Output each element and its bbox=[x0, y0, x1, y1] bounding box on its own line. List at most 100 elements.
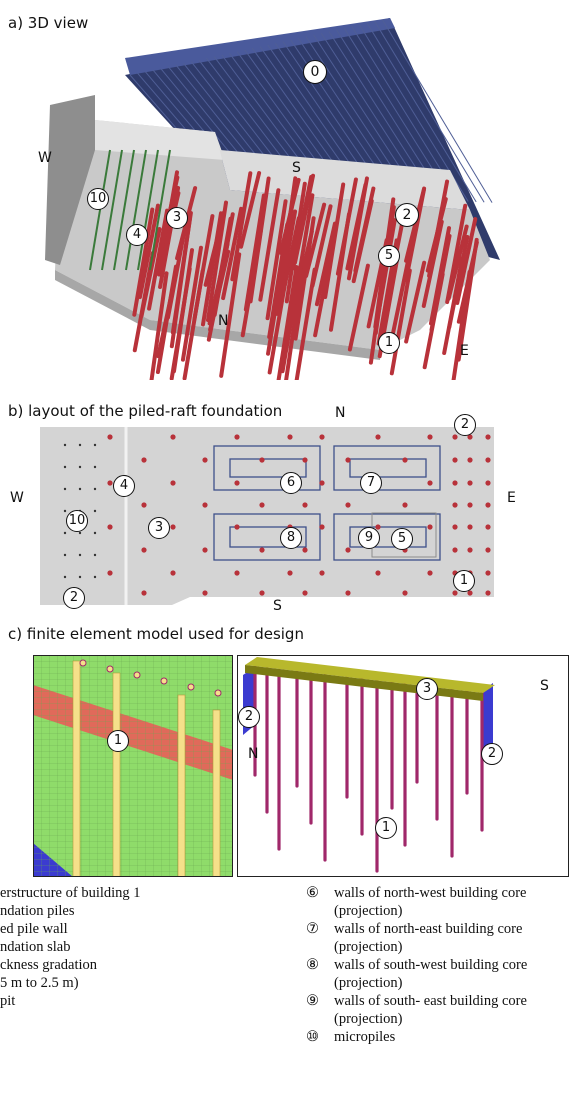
panel-a-3d-view bbox=[45, 18, 500, 380]
pile bbox=[404, 260, 427, 344]
pile-dot bbox=[259, 502, 265, 508]
pile-dot bbox=[345, 502, 351, 508]
legend-symbol: ⑧ bbox=[306, 957, 319, 973]
micropile-dot bbox=[93, 531, 97, 535]
pile bbox=[171, 248, 194, 374]
pile-dot bbox=[234, 524, 240, 530]
pile-dot bbox=[452, 480, 458, 486]
pile bbox=[292, 193, 315, 305]
pile-dot bbox=[302, 502, 308, 508]
pile-dot bbox=[107, 480, 113, 486]
micropile-dot bbox=[93, 443, 97, 447]
pile bbox=[212, 212, 235, 317]
pile-dot bbox=[467, 480, 473, 486]
pile-dot bbox=[259, 547, 265, 553]
fe-pile bbox=[177, 694, 186, 877]
pile bbox=[347, 263, 370, 352]
pile-dot bbox=[485, 502, 491, 508]
legend-text: walls of north-west building core bbox=[334, 885, 527, 901]
panel-b-marker-2-top: 2 bbox=[454, 414, 476, 436]
pile bbox=[182, 269, 205, 380]
legend-left-item: ndation piles bbox=[0, 903, 75, 919]
pile bbox=[258, 188, 281, 302]
panel-b-marker-7: 7 bbox=[360, 472, 382, 494]
legend-left: erstructure of building 1 ndation piles … bbox=[0, 884, 141, 1010]
pile bbox=[265, 199, 288, 321]
micropile-dot bbox=[78, 443, 82, 447]
micropile bbox=[101, 149, 123, 271]
pile-dot bbox=[141, 590, 147, 596]
panel-b-marker-8: 8 bbox=[280, 527, 302, 549]
pile-dot bbox=[107, 434, 113, 440]
micropile-dot bbox=[63, 575, 67, 579]
pile-dot bbox=[202, 590, 208, 596]
panel-c-right-marker-2-right: 2 bbox=[481, 743, 503, 765]
fe-pile-head bbox=[106, 665, 114, 673]
pile bbox=[293, 216, 316, 341]
panel-c-right-marker-3: 3 bbox=[416, 678, 438, 700]
pile bbox=[291, 175, 314, 271]
pile-dot bbox=[375, 434, 381, 440]
pile bbox=[455, 217, 478, 305]
panel-a-marker-10: 10 bbox=[87, 188, 109, 210]
panel-b-dir-s: S bbox=[273, 598, 282, 614]
legend-text: walls of north-east building core bbox=[334, 921, 523, 937]
pile bbox=[284, 274, 304, 380]
pile-dot bbox=[452, 590, 458, 596]
legend-item: ⑨ walls of south- east building core bbox=[306, 992, 527, 1010]
pile bbox=[239, 171, 262, 249]
panel-a-marker-2: 2 bbox=[395, 203, 419, 227]
panel-b-marker-6: 6 bbox=[280, 472, 302, 494]
legend-sub: (projection) bbox=[334, 939, 403, 955]
pile-dot bbox=[485, 434, 491, 440]
fe-pile-head bbox=[214, 689, 222, 697]
pile bbox=[447, 235, 470, 330]
fe-pile-head bbox=[133, 671, 141, 679]
pile-dot bbox=[319, 434, 325, 440]
pile-dot bbox=[345, 590, 351, 596]
panel-b-marker-1: 1 bbox=[453, 570, 475, 592]
micropile-dot bbox=[93, 553, 97, 557]
pile bbox=[219, 252, 242, 378]
pile-dot bbox=[302, 457, 308, 463]
pile-dot bbox=[427, 434, 433, 440]
panel-a-marker-4: 4 bbox=[126, 224, 148, 246]
micropile-dot bbox=[78, 465, 82, 469]
panel-b-marker-5: 5 bbox=[391, 528, 413, 550]
pile-dot bbox=[302, 590, 308, 596]
legend-text: walls of south-west building core bbox=[334, 957, 528, 973]
pile-dot bbox=[170, 480, 176, 486]
pile-dot bbox=[234, 570, 240, 576]
pile-dot bbox=[402, 590, 408, 596]
legend-right: ⑥ walls of north-west building core (proj… bbox=[306, 884, 527, 1046]
pile bbox=[180, 245, 203, 362]
pile bbox=[323, 182, 346, 300]
legend-item: ⑧ walls of south-west building core bbox=[306, 956, 527, 974]
micropile-dot bbox=[63, 531, 67, 535]
legend-sub: (projection) bbox=[334, 975, 403, 991]
pile-dot bbox=[287, 570, 293, 576]
panel-b-dir-w: W bbox=[10, 490, 24, 506]
micropile-dot bbox=[93, 465, 97, 469]
panel-c-fe-model-right bbox=[237, 655, 569, 877]
panel-c-left-marker-1: 1 bbox=[107, 730, 129, 752]
panel-b-marker-10: 10 bbox=[66, 510, 88, 532]
pile-dot bbox=[467, 457, 473, 463]
micropile-dot bbox=[63, 553, 67, 557]
pile-dot bbox=[202, 547, 208, 553]
pile-dot bbox=[234, 434, 240, 440]
pile-dot bbox=[202, 502, 208, 508]
micropile-dot bbox=[93, 509, 97, 513]
micropile-dot bbox=[63, 465, 67, 469]
legend-symbol: ⑦ bbox=[306, 921, 319, 937]
panel-a-title: a) 3D view bbox=[8, 14, 89, 32]
pile-dot bbox=[107, 524, 113, 530]
fe-pile bbox=[112, 672, 121, 877]
pile bbox=[335, 177, 358, 276]
pile bbox=[446, 224, 469, 301]
panel-a-dir-e: E bbox=[460, 343, 469, 359]
pile bbox=[294, 267, 317, 380]
panel-c-fe-model-left bbox=[33, 655, 233, 877]
pile-dot bbox=[319, 570, 325, 576]
pile-dot bbox=[141, 502, 147, 508]
